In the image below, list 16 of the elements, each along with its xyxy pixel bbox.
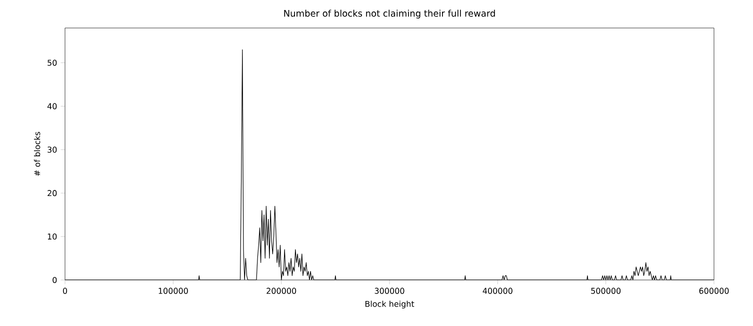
y-axis-title: # of blocks xyxy=(34,132,40,176)
x-axis-title: Block height xyxy=(365,300,414,308)
chart-title: Number of blocks not claiming their full reward xyxy=(284,10,495,18)
y-tick-label: 20 xyxy=(48,190,57,196)
x-tick-label: 200000 xyxy=(266,288,296,294)
y-tick-label: 40 xyxy=(47,103,57,110)
y-tick-label: 30 xyxy=(48,146,57,153)
y-tick-label: 10 xyxy=(48,234,57,240)
y-tick-label: 50 xyxy=(48,60,57,66)
y-tick-label: 0 xyxy=(52,276,57,284)
x-tick-label: 500000 xyxy=(591,288,621,294)
x-tick-label: 400000 xyxy=(482,288,512,294)
x-tick-label: 300000 xyxy=(374,288,404,294)
x-tick-label: 0 xyxy=(63,288,68,294)
x-tick-label: 100000 xyxy=(158,288,188,294)
x-tick-label: 600000 xyxy=(699,288,729,294)
